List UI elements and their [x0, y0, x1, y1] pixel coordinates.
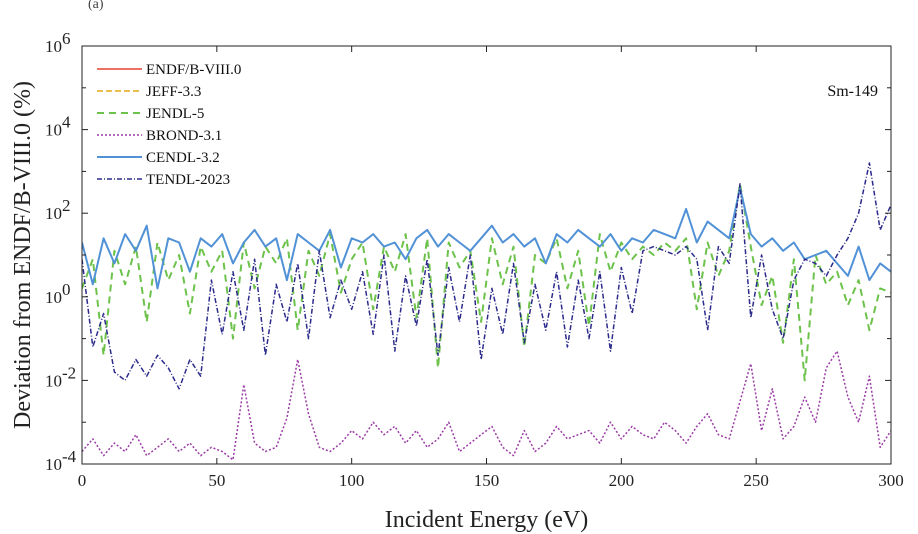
x-tick-label: 300	[878, 471, 904, 490]
series-line-3	[82, 350, 891, 461]
y-tick-exponent: -4	[62, 447, 77, 466]
y-tick-exponent: 2	[62, 196, 71, 215]
legend-label-0: ENDF/B-VIII.0	[146, 62, 241, 78]
y-tick-exponent: -2	[62, 363, 76, 382]
x-tick-label: 250	[743, 471, 769, 490]
plot-border	[81, 45, 892, 465]
y-tick-label: 10	[45, 204, 62, 223]
x-tick-label: 50	[208, 471, 225, 490]
legend-label-1: JEFF-3.3	[146, 84, 201, 100]
y-tick-label: 10	[45, 455, 62, 474]
legend-label-5: TENDL-2023	[146, 172, 230, 188]
panel-label: (a)	[88, 0, 104, 12]
y-tick-label: 10	[45, 37, 62, 56]
series-line-5	[82, 162, 891, 390]
y-tick-label: 10	[45, 288, 62, 307]
x-tick-label: 200	[609, 471, 635, 490]
x-axis-label: Incident Energy (eV)	[385, 507, 588, 533]
legend-label-3: BROND-3.1	[146, 128, 222, 144]
x-tick-label: 0	[78, 471, 87, 490]
y-tick-label: 10	[45, 121, 62, 140]
plot-area	[81, 45, 892, 465]
y-tick-label: 10	[45, 371, 62, 390]
y-tick-exponent: 6	[62, 29, 71, 48]
series-line-4	[82, 187, 891, 290]
x-tick-label: 100	[339, 471, 365, 490]
y-axis-label: Deviation from ENDF/B-VIII.0 (%)	[10, 81, 36, 429]
y-tick-exponent: 4	[62, 113, 71, 132]
legend-label-4: CENDL-3.2	[146, 150, 220, 166]
isotope-annotation: Sm-149	[827, 83, 878, 100]
legend-label-2: JENDL-5	[146, 106, 204, 122]
series-line-2	[82, 182, 891, 382]
x-tick-label: 150	[474, 471, 500, 490]
series-layer	[82, 162, 891, 461]
legend: ENDF/B-VIII.0 JEFF-3.3 JENDL-5 BROND-3.1 CEN…	[97, 62, 241, 188]
y-tick-exponent: 0	[62, 280, 71, 299]
